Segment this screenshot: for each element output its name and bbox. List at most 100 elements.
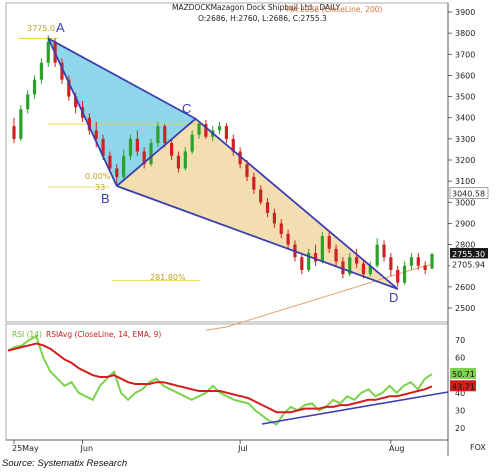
ma-200-line (205, 264, 433, 331)
candle-body (170, 143, 174, 156)
candle-body (190, 134, 194, 152)
point-label-a: A (56, 20, 65, 35)
rsi-avg-value-badge: 43.71 (452, 382, 475, 391)
axis-labels: 3900 3800 3700 3600 3500 3400 3300 3200 3100 3000… (12, 8, 489, 453)
ma-legend: MA:2038 (CloseLine, 200) (286, 5, 383, 14)
candle-body (355, 257, 359, 264)
candle-body (224, 126, 229, 139)
y-tick-label: 3400 (455, 114, 475, 123)
y-tick-label: 2800 (455, 241, 475, 250)
candle-body (39, 62, 44, 80)
candle-body (313, 253, 318, 262)
candle-body (135, 138, 139, 152)
candle-body (361, 263, 366, 275)
candle-body (217, 126, 222, 131)
candle-body (259, 189, 263, 203)
candle-body (32, 79, 37, 95)
rsi-y-tick-label: 20 (455, 424, 465, 433)
candle-body (396, 269, 400, 283)
candle-body (149, 143, 153, 165)
bcd-triangle (116, 118, 398, 289)
candle-body (94, 130, 98, 139)
y-tick-label: 3200 (455, 156, 475, 165)
y-tick-label: 3600 (455, 71, 475, 80)
point-label-d: D (389, 290, 398, 305)
candle-body (430, 254, 434, 269)
chart-title: MAZDOCKMazagon Dock Shipbuil Ltd., DAILY (172, 3, 340, 12)
y-tick-label: 3900 (455, 8, 475, 17)
candle-body (122, 155, 126, 177)
fox-label: FOX (470, 443, 486, 452)
rsi-legend: RSIAvg (CloseLine, 14, EMA, 9) (46, 330, 161, 339)
x-tick-label: Aug (389, 444, 405, 453)
price-badge-close-bg (450, 248, 488, 260)
candle-body (341, 261, 345, 275)
candle-body (156, 126, 160, 144)
candle-body (402, 265, 407, 283)
fib-label-b2: 33 (95, 183, 105, 192)
y-tick-label: 3500 (455, 93, 475, 102)
leg-xb (47, 37, 197, 120)
leg-ab (116, 118, 197, 187)
source-caption: Source: Systematix Research (2, 458, 128, 469)
candle-body (163, 126, 167, 144)
candle-body (300, 257, 304, 270)
candle-body (176, 155, 181, 169)
moving-average (205, 264, 433, 331)
candle-body (19, 109, 23, 139)
candle-body (416, 257, 420, 266)
rsi-y-tick-label: 60 (455, 354, 465, 363)
rsi-trendline (261, 391, 449, 425)
y-tick-label: 3800 (455, 29, 475, 38)
leg-bc (195, 118, 399, 290)
candle-body (320, 236, 324, 262)
candle-body (252, 176, 256, 190)
price-badge-high-bg (450, 187, 488, 199)
candle-body (382, 244, 386, 258)
harmonic-fills (18, 37, 398, 289)
rsi-legend-short: RSI (14) (12, 330, 42, 339)
y-tick-label: 3300 (455, 135, 475, 144)
candle-body (348, 257, 352, 275)
rsi-value-badge-bg (450, 367, 476, 379)
candle-body (245, 164, 249, 177)
candle-body (183, 151, 187, 169)
candle-body (375, 244, 379, 266)
candle-body (26, 94, 30, 110)
x-tick-label: 25May (12, 444, 39, 453)
rsi-value-badge: 50.71 (452, 370, 475, 379)
ohlc-readout: O:2686, H:2760, L:2686, C:2755.3 (198, 14, 327, 23)
harmonic-lines (47, 37, 399, 290)
point-label-c: C (182, 101, 191, 116)
candle-body (101, 138, 105, 156)
price-badge-high-border (449, 187, 489, 200)
price-badge-ma-bg (450, 258, 488, 270)
price-badge-ma: 2705.94 (452, 260, 485, 269)
candle-body (307, 253, 311, 270)
fib-label-b: 0.00% (85, 172, 111, 181)
rsi-avg-value-badge-bg (450, 380, 476, 392)
candle-body (423, 265, 427, 270)
candle-body (12, 126, 16, 139)
candle-body (368, 265, 372, 275)
candle-body (46, 41, 50, 63)
candle-body (74, 96, 78, 108)
y-tick-label: 3100 (455, 177, 475, 186)
candle-body (265, 202, 270, 213)
candle-body (108, 155, 112, 169)
candle-body (67, 79, 71, 97)
candle-body (327, 236, 331, 249)
candle-body (87, 117, 91, 131)
y-tick-label: 3700 (455, 50, 475, 59)
y-tick-label: 2500 (455, 304, 475, 313)
price-badge-close: 2755.30 (452, 250, 485, 259)
leg-ac (116, 185, 399, 290)
candle-body (115, 168, 119, 177)
candle-body (286, 234, 290, 245)
rsi-avg-line (7, 342, 433, 414)
fib-label-d: 281.80% (150, 273, 186, 282)
candle-body (272, 212, 276, 224)
candle-body (409, 257, 414, 266)
